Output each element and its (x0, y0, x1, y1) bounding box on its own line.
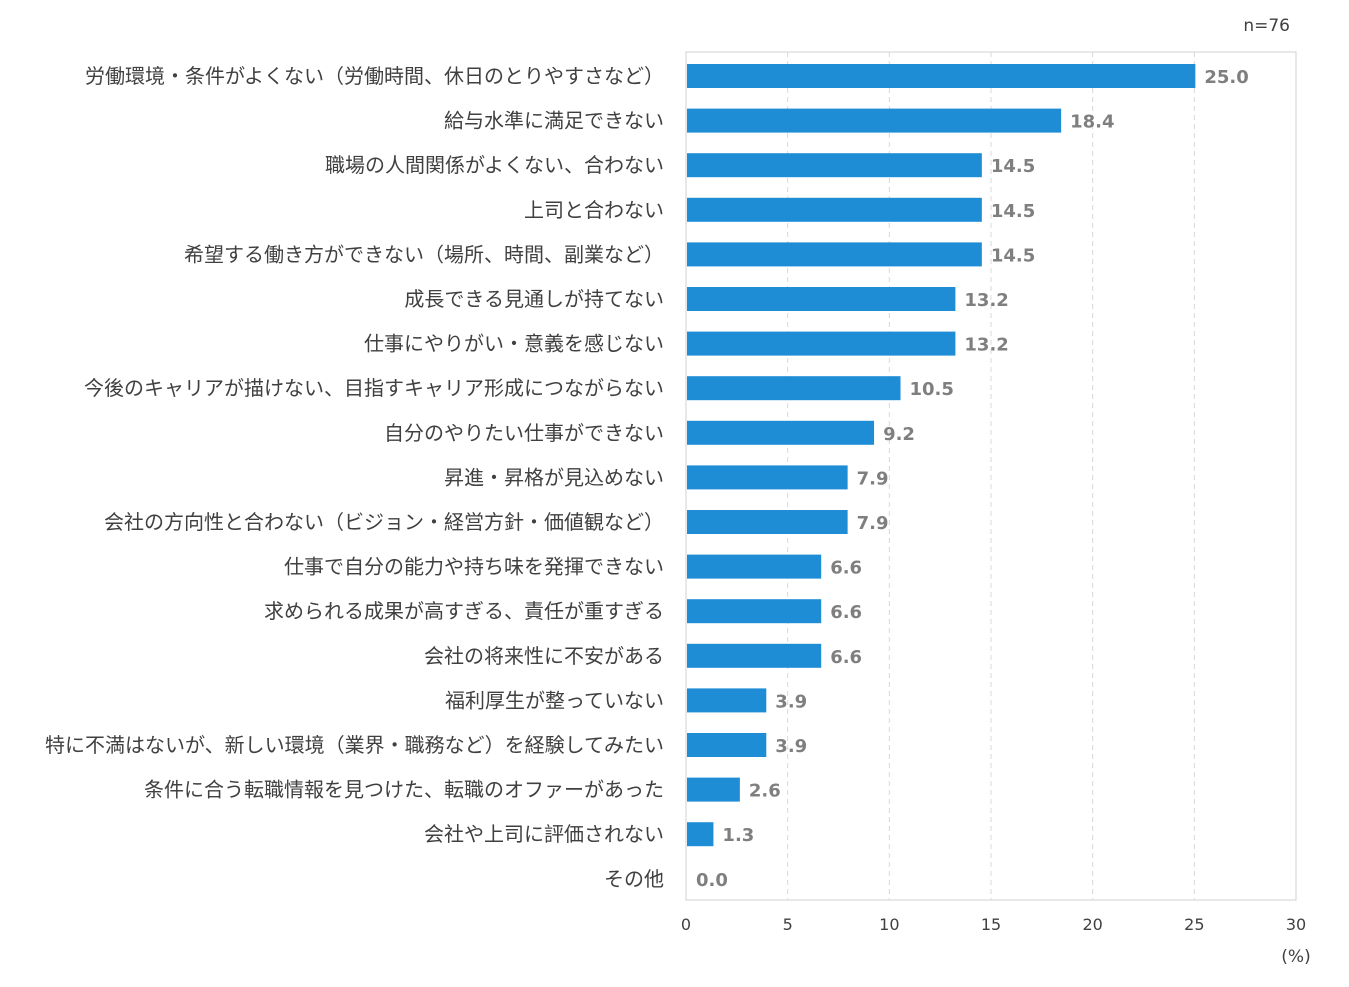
data-label: 2.6 (749, 781, 781, 802)
bar (687, 510, 848, 534)
bar (687, 153, 982, 178)
value-labels: 25.0 18.4 14.5 14.5 14.5 13.2 13.2 10.5 9.2 7.9 7.… (696, 67, 1249, 891)
x-tick-label: 0 (681, 915, 691, 934)
category-label: 特に不満はないが、新しい環境（業界・職務など）を経験してみたい (45, 733, 664, 757)
bar (687, 465, 848, 490)
data-label: 10.5 (910, 379, 954, 400)
category-label: 希望する働き方ができない（場所、時間、副業など） (184, 242, 664, 266)
sample-size-label: n=76 (1243, 16, 1290, 36)
category-label: 成長できる見通しが持てない (404, 287, 664, 311)
category-label: 昇進・昇格が見込めない (444, 465, 664, 489)
x-axis-ticks: 0 5 10 15 20 25 30 (681, 915, 1306, 934)
bar (687, 331, 956, 356)
bar (687, 777, 740, 802)
bar (687, 287, 956, 311)
bar (687, 376, 901, 401)
bars (687, 64, 1196, 847)
data-label: 18.4 (1070, 112, 1114, 133)
category-label: その他 (604, 867, 664, 891)
x-tick-label: 5 (783, 915, 793, 934)
category-label: 仕事にやりがい・意義を感じない (364, 332, 664, 356)
bar (687, 108, 1062, 133)
category-label: 福利厚生が整っていない (445, 688, 664, 712)
data-label: 1.3 (722, 825, 754, 846)
bar (687, 822, 714, 847)
bar (687, 643, 822, 668)
data-label: 14.5 (991, 245, 1035, 266)
x-tick-label: 10 (879, 915, 899, 934)
data-label: 6.6 (830, 647, 862, 668)
x-tick-label: 30 (1286, 915, 1306, 934)
x-axis-unit-label: (%) (1281, 947, 1310, 967)
category-label: 職場の人間関係がよくない、合わない (325, 153, 664, 177)
data-label: 14.5 (991, 156, 1035, 177)
bar (687, 688, 767, 713)
x-tick-label: 20 (1082, 915, 1102, 934)
bar (687, 599, 822, 624)
data-label: 7.9 (857, 468, 889, 489)
data-label: 7.9 (857, 513, 889, 534)
category-labels: 労働環境・条件がよくない（労働時間、休日のとりやすさなど） 給与水準に満足できない… (45, 64, 664, 891)
category-label: 仕事で自分の能力や持ち味を発揮できない (284, 555, 664, 579)
category-label: 給与水準に満足できない (444, 109, 664, 133)
data-label: 14.5 (991, 201, 1035, 222)
data-label: 25.0 (1204, 67, 1248, 88)
data-label: 13.2 (964, 290, 1008, 311)
bar (687, 733, 767, 757)
data-label: 13.2 (964, 335, 1008, 356)
category-label: 会社の方向性と合わない（ビジョン・経営方針・価値観など） (104, 510, 664, 534)
data-label: 6.6 (830, 558, 862, 579)
category-label: 会社や上司に評価されない (424, 822, 664, 846)
bar (687, 554, 822, 579)
bar (687, 420, 875, 445)
data-label: 0.0 (696, 870, 728, 891)
data-label: 3.9 (775, 736, 807, 757)
category-label: 条件に合う転職情報を見つけた、転職のオファーがあった (144, 778, 664, 802)
x-tick-label: 25 (1184, 915, 1204, 934)
category-label: 上司と合わない (524, 198, 664, 222)
category-label: 会社の将来性に不安がある (424, 644, 664, 668)
x-tick-label: 15 (981, 915, 1001, 934)
data-label: 3.9 (775, 691, 807, 712)
category-label: 今後のキャリアが描けない、目指すキャリア形成につながらない (84, 376, 664, 400)
category-label: 労働環境・条件がよくない（労働時間、休日のとりやすさなど） (85, 64, 664, 88)
data-label: 9.2 (883, 424, 915, 445)
bar (687, 242, 982, 267)
bar (687, 197, 982, 222)
gridlines (787, 52, 1195, 900)
data-label: 6.6 (830, 602, 862, 623)
category-label: 自分のやりたい仕事ができない (384, 421, 664, 445)
bar (687, 64, 1196, 88)
category-label: 求められる成果が高すぎる、責任が重すぎる (264, 599, 664, 623)
